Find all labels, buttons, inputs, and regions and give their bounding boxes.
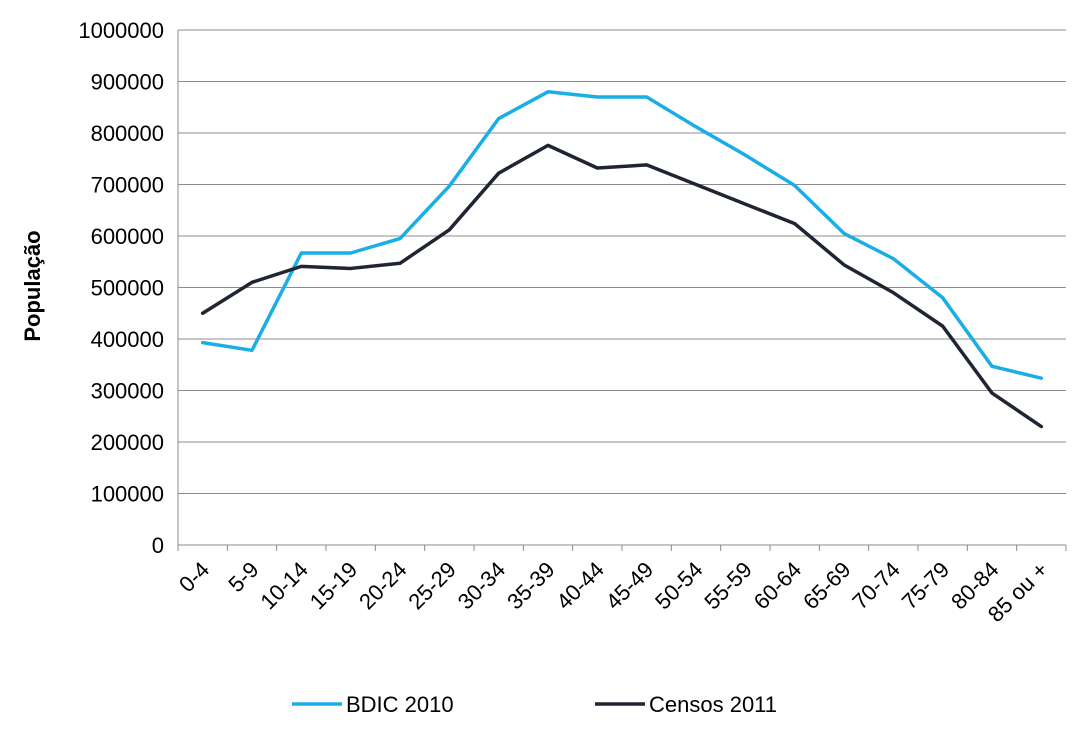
y-tick-label: 500000 (91, 276, 164, 301)
legend-label: Censos 2011 (649, 692, 777, 717)
y-tick-label: 1000000 (78, 18, 164, 43)
x-tick-label: 55-59 (699, 557, 756, 614)
series-line-1 (200, 90, 1044, 380)
axes (177, 30, 1067, 551)
y-tick-label: 700000 (91, 173, 164, 198)
x-tick-label: 60-64 (749, 557, 806, 614)
series-line-2 (200, 143, 1044, 429)
y-tick-labels: 0 100000 200000 300000 400000 500000 600000 700… (78, 18, 164, 558)
y-tick-label: 0 (152, 533, 164, 558)
x-tick-label: 25-29 (403, 557, 460, 614)
y-tick-label: 600000 (91, 224, 164, 249)
x-tick-label: 45-49 (601, 557, 658, 614)
x-tick-label: 40-44 (551, 557, 608, 614)
x-tick-labels: 0-4 5-910-1415-1920-2425-2930-3435-3940-4… (174, 557, 1053, 627)
y-tick-label: 200000 (91, 430, 164, 455)
x-tick-label: 20-24 (354, 557, 411, 614)
x-tick-label: 10-14 (255, 557, 312, 614)
x-tick-label: 0-4 (174, 557, 214, 597)
y-tick-label: 800000 (91, 121, 164, 146)
legend-label: BDIC 2010 (346, 692, 454, 717)
y-axis-title: População (20, 230, 45, 341)
x-tick-label: 5-9 (223, 557, 263, 597)
x-tick-label: 75-79 (897, 557, 954, 614)
legend-item: Censos 2011 (595, 692, 777, 717)
x-tick-label: 30-34 (453, 557, 510, 614)
legend-item: BDIC 2010 (292, 692, 454, 717)
series-lines (200, 90, 1044, 429)
y-tick-label: 300000 (91, 379, 164, 404)
x-tick-label: 15-19 (305, 557, 362, 614)
x-tick-label: 65-69 (798, 557, 855, 614)
y-tick-label: 400000 (91, 327, 164, 352)
y-tick-label: 900000 (91, 70, 164, 95)
y-tick-label: 100000 (91, 482, 164, 507)
x-tick-label: 35-39 (502, 557, 559, 614)
gridlines (178, 29, 1066, 494)
x-tick-label: 70-74 (847, 557, 904, 614)
x-tick-label: 50-54 (650, 557, 707, 614)
legend: BDIC 2010 Censos 2011 (292, 692, 777, 717)
